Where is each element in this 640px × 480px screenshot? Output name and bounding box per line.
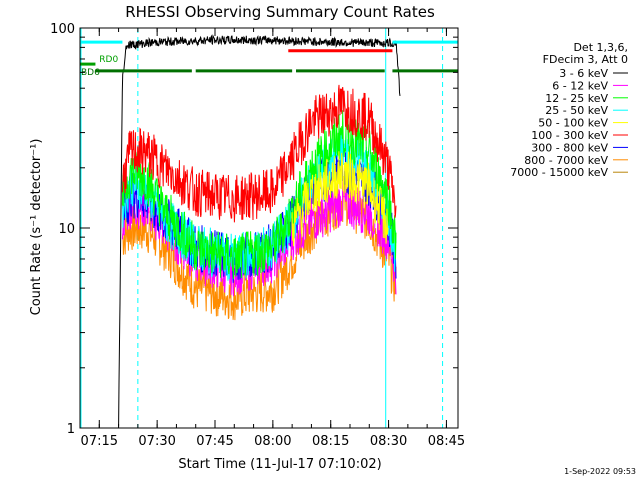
x-tick-label: 07:30 xyxy=(138,434,175,449)
y-tick-label: 10 xyxy=(58,222,75,237)
x-axis-label: Start Time (11-Jul-17 07:10:02) xyxy=(178,457,381,472)
legend-entry: 300 - 800 keV xyxy=(531,141,608,154)
legend-entry: 12 - 25 keV xyxy=(545,92,608,105)
footer-timestamp: 1-Sep-2022 09:53 xyxy=(564,467,636,476)
y-axis-label: Count Rate (s⁻¹ detector⁻¹) xyxy=(29,139,44,316)
x-tick-label: 08:00 xyxy=(254,434,291,449)
legend-entry: 25 - 50 keV xyxy=(545,104,608,117)
legend-entry: 100 - 300 keV xyxy=(531,129,608,142)
flag-bar-label: RD0 xyxy=(99,55,118,65)
y-tick-label: 100 xyxy=(50,22,75,37)
x-tick-label: 07:45 xyxy=(196,434,233,449)
x-tick-label: 07:15 xyxy=(81,434,118,449)
flag-bar-label: BD6 xyxy=(81,68,100,78)
legend-entry: 7000 - 15000 keV xyxy=(510,166,608,179)
legend-entry: 800 - 7000 keV xyxy=(524,154,608,167)
chart-title: RHESSI Observing Summary Count Rates xyxy=(125,3,435,21)
y-tick-label: 1 xyxy=(67,422,75,437)
series-line xyxy=(121,84,397,223)
x-tick-label: 08:15 xyxy=(312,434,349,449)
x-tick-label: 08:30 xyxy=(370,434,407,449)
axes: 07:15 07:30 07:45 08:00 08:15 08:30 08:45 1 10 10… xyxy=(50,22,465,449)
legend-entry: 50 - 100 keV xyxy=(538,117,608,130)
x-tick-label: 08:45 xyxy=(428,434,465,449)
series-line xyxy=(121,110,397,280)
legend-header: FDecim 3, Att 0 xyxy=(543,53,628,66)
legend-header: Det 1,3,6, xyxy=(573,41,628,54)
legend-entry: 6 - 12 keV xyxy=(552,79,608,92)
legend-entry: 3 - 6 keV xyxy=(559,67,608,80)
series-line xyxy=(291,151,389,247)
series-line xyxy=(118,34,401,427)
